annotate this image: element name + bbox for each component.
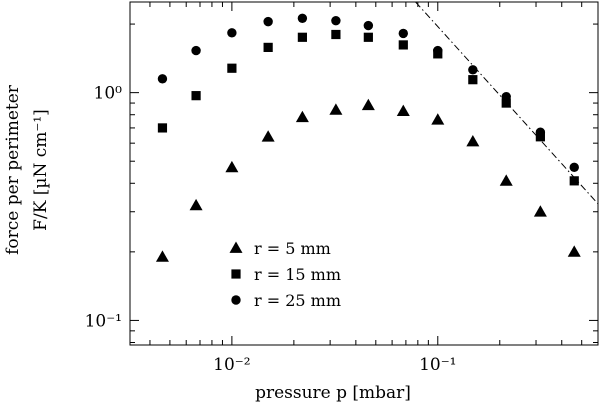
- data-point-circle: [363, 20, 374, 31]
- data-point-circle: [535, 127, 546, 137]
- y-axis-label-line2: F/K [µN cm⁻¹]: [31, 109, 51, 231]
- x-tick-label: 10⁻²: [213, 355, 250, 375]
- data-point-triangle: [155, 250, 169, 262]
- legend-label: r = 25 mm: [254, 291, 341, 310]
- data-point-circle: [468, 65, 478, 75]
- data-point-circle: [263, 16, 273, 27]
- legend-label: r = 15 mm: [254, 265, 341, 284]
- data-point-square: [331, 29, 341, 40]
- data-marks: [155, 2, 598, 262]
- series-circle: [157, 13, 579, 173]
- data-point-triangle: [499, 174, 513, 186]
- data-point-square: [398, 40, 408, 50]
- y-tick-label: 10⁰: [94, 84, 123, 104]
- data-point-square: [297, 32, 307, 42]
- series-triangle: [155, 98, 581, 262]
- data-point-square: [191, 91, 201, 101]
- data-point-circle: [501, 91, 511, 102]
- data-point-square: [227, 63, 237, 73]
- x-tick-label: 10⁻¹: [419, 355, 456, 375]
- data-point-square: [263, 42, 273, 52]
- data-point-triangle: [396, 104, 410, 116]
- axis-ticks: 10⁻² 10⁻¹ 10⁰ 10⁻¹: [85, 2, 598, 375]
- data-point-circle: [227, 28, 237, 38]
- data-point-triangle: [295, 110, 309, 123]
- data-point-square: [157, 123, 168, 133]
- data-point-circle: [331, 15, 341, 26]
- legend-marker-circle: [231, 295, 241, 305]
- y-tick-label: 10⁻¹: [85, 311, 122, 331]
- data-point-circle: [157, 74, 168, 84]
- data-point-circle: [569, 162, 579, 173]
- y-axis-label-line1: force per perimeter: [3, 84, 23, 255]
- data-point-triangle: [189, 198, 203, 211]
- data-point-triangle: [533, 205, 547, 217]
- data-point-triangle: [261, 130, 275, 142]
- data-point-triangle: [466, 135, 480, 147]
- data-point-circle: [433, 45, 443, 56]
- legend-marker-square: [231, 269, 241, 279]
- data-point-square: [468, 75, 478, 85]
- plot-border: [129, 1, 599, 346]
- data-point-triangle: [329, 103, 343, 115]
- data-point-triangle: [225, 160, 239, 173]
- data-point-square: [501, 98, 511, 108]
- data-point-circle: [297, 13, 308, 24]
- data-point-triangle: [567, 245, 581, 257]
- x-axis-label: pressure p [mbar]: [255, 383, 411, 403]
- legend: r = 5 mm r = 15 mm r = 25 mm: [229, 239, 341, 310]
- data-point-circle: [191, 45, 201, 56]
- data-point-circle: [398, 28, 408, 39]
- plot-frame: [129, 1, 599, 346]
- data-point-square: [363, 32, 373, 42]
- legend-label: r = 5 mm: [254, 239, 331, 258]
- legend-marker-triangle: [229, 241, 243, 253]
- data-point-triangle: [431, 113, 445, 125]
- data-point-triangle: [361, 98, 375, 111]
- data-point-square: [569, 176, 579, 186]
